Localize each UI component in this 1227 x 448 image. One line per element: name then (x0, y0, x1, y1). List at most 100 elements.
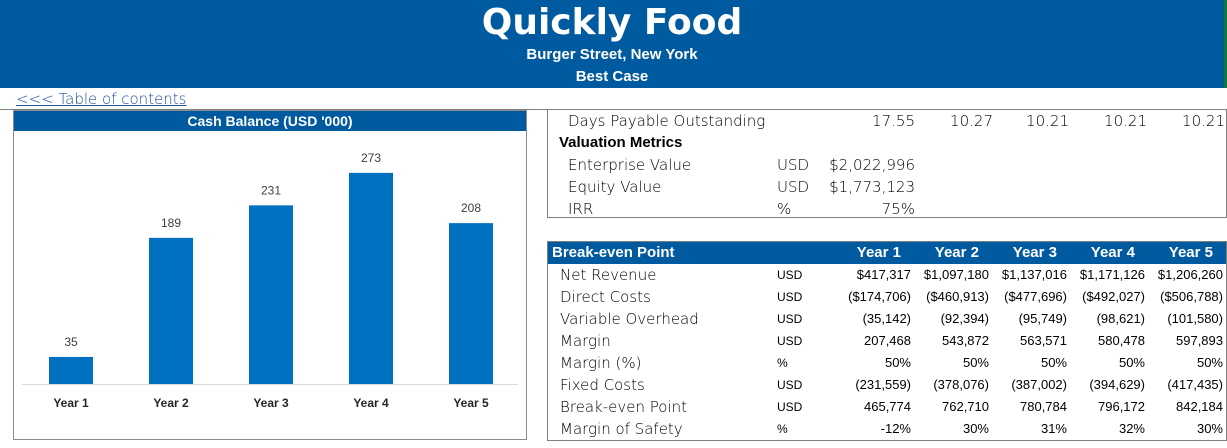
table-cell: 796,172 (1098, 399, 1145, 414)
category-label: Year 5 (453, 396, 489, 410)
chart-bar[interactable] (49, 356, 93, 384)
table-cell: 580,478 (1098, 333, 1145, 348)
break-even-table: Break-even Point Year 1 Year 2 Year 3 Ye… (547, 241, 1227, 441)
category-label: Year 1 (53, 396, 89, 410)
metric-label: IRR (568, 200, 594, 218)
table-cell: (394,629) (1089, 377, 1145, 392)
dpo-label: Days Payable Outstanding (568, 112, 766, 130)
table-cell: 50% (1196, 355, 1223, 370)
table-row: Break-even Point USD 465,774 762,710 780,784… (548, 396, 1226, 418)
metric-unit: % (777, 200, 792, 218)
year-header-3: Year 3 (1012, 244, 1057, 261)
table-cell: 50% (962, 355, 989, 370)
data-label: 231 (261, 183, 281, 197)
category-label: Year 2 (153, 396, 189, 410)
row-unit: USD (777, 312, 803, 326)
metric-value: 75% (881, 200, 915, 218)
company-title: Quickly Food (481, 2, 743, 43)
table-cell: (378,076) (933, 377, 989, 392)
table-cell: 32% (1118, 421, 1145, 436)
table-cell: 207,468 (864, 333, 911, 348)
table-cell: $1,097,180 (923, 267, 989, 282)
table-row: Margin USD 207,468 543,872 563,571 580,478 597… (548, 330, 1226, 352)
dpo-value-4: 10.21 (1104, 112, 1147, 130)
row-unit: USD (777, 268, 803, 282)
row-unit: USD (777, 400, 803, 414)
category-label: Year 3 (253, 396, 289, 410)
table-cell: (231,559) (855, 377, 911, 392)
table-cell: 31% (1040, 421, 1067, 436)
row-label: Break-even Point (560, 398, 688, 416)
year-header-5: Year 5 (1168, 244, 1213, 261)
metric-label: Equity Value (568, 178, 662, 196)
table-cell: 465,774 (864, 399, 911, 414)
table-row: Variable Overhead USD (35,142) (92,394) (95,… (548, 308, 1226, 330)
chart-bar[interactable] (449, 223, 493, 384)
year-header-1: Year 1 (856, 244, 901, 261)
table-cell: (417,435) (1167, 377, 1223, 392)
table-cell: (101,580) (1167, 311, 1223, 326)
row-unit: % (777, 356, 788, 370)
table-cell: (95,749) (1018, 311, 1067, 326)
table-cell: $417,317 (856, 267, 911, 282)
table-cell: ($460,913) (926, 289, 989, 304)
table-cell: 543,872 (942, 333, 989, 348)
dpo-value-3: 10.21 (1026, 112, 1069, 130)
metric-unit: USD (777, 156, 810, 174)
dpo-value-1: 17.55 (872, 112, 915, 130)
table-cell: 563,571 (1020, 333, 1067, 348)
data-label: 35 (64, 335, 78, 349)
table-of-contents-link[interactable]: <<< Table of contents (16, 90, 187, 108)
row-label: Margin (%) (560, 354, 642, 372)
table-cell: $1,137,016 (1001, 267, 1067, 282)
table-cell: (387,002) (1011, 377, 1067, 392)
break-even-title: Break-even Point (552, 244, 675, 261)
year-header-2: Year 2 (934, 244, 979, 261)
table-cell: 780,784 (1020, 399, 1067, 414)
metric-unit: USD (777, 178, 810, 196)
cash-balance-chart[interactable]: Cash Balance (USD '000) 35 Year 1 189 Year … (13, 110, 527, 440)
data-label: 189 (161, 216, 181, 230)
table-row: Direct Costs USD ($174,706) ($460,913) ($477… (548, 286, 1226, 308)
table-cell: 30% (962, 421, 989, 436)
dpo-value-2: 10.27 (950, 112, 993, 130)
chart-bar[interactable] (249, 205, 293, 384)
chart-bar[interactable] (149, 237, 193, 384)
chart-plot: 35 Year 1 189 Year 2 231 Year 3 273 Year 4 208 Ye… (22, 151, 518, 410)
divider (0, 109, 1227, 110)
chart-bar[interactable] (349, 172, 393, 384)
row-label: Net Revenue (560, 266, 657, 284)
table-cell: (98,621) (1096, 311, 1145, 326)
table-row: Margin (%)% 50% 50% 50% 50% 50% (548, 352, 1226, 374)
scenario-label: Best Case (575, 68, 649, 85)
row-unit: USD (777, 334, 803, 348)
row-unit: USD (777, 290, 803, 304)
break-even-header: Break-even Point Year 1 Year 2 Year 3 Ye… (548, 242, 1226, 264)
table-cell: (35,142) (862, 311, 911, 326)
metric-label: Enterprise Value (568, 156, 692, 174)
data-label: 273 (361, 151, 381, 165)
row-label: Variable Overhead (560, 310, 699, 328)
table-row: Net Revenue USD $417,317 $1,097,180 $1,137,0… (548, 264, 1226, 286)
row-label: Fixed Costs (560, 376, 645, 394)
table-cell: 842,184 (1176, 399, 1223, 414)
table-row: Fixed Costs USD (231,559) (378,076) (387,002… (548, 374, 1226, 396)
table-cell: 30% (1196, 421, 1223, 436)
dpo-value-5: 10.21 (1182, 112, 1225, 130)
report-header: Quickly Food Burger Street, New York Bes… (0, 0, 1227, 88)
table-cell: 50% (1118, 355, 1145, 370)
table-cell: $1,171,126 (1079, 267, 1145, 282)
table-cell: ($174,706) (848, 289, 911, 304)
row-label: Margin (560, 332, 611, 350)
metric-value: $2,022,996 (829, 156, 915, 174)
table-cell: 50% (1040, 355, 1067, 370)
row-unit: USD (777, 378, 803, 392)
chart-title: Cash Balance (USD '000) (14, 111, 526, 131)
table-cell: 597,893 (1176, 333, 1223, 348)
data-label: 208 (461, 201, 481, 215)
table-cell: ($492,027) (1082, 289, 1145, 304)
upper-metrics-table: Days Payable Outstanding 17.55 10.27 10.… (547, 110, 1227, 218)
row-unit: % (777, 422, 788, 436)
table-cell: -12% (880, 421, 911, 436)
table-cell: $1,206,260 (1157, 267, 1223, 282)
